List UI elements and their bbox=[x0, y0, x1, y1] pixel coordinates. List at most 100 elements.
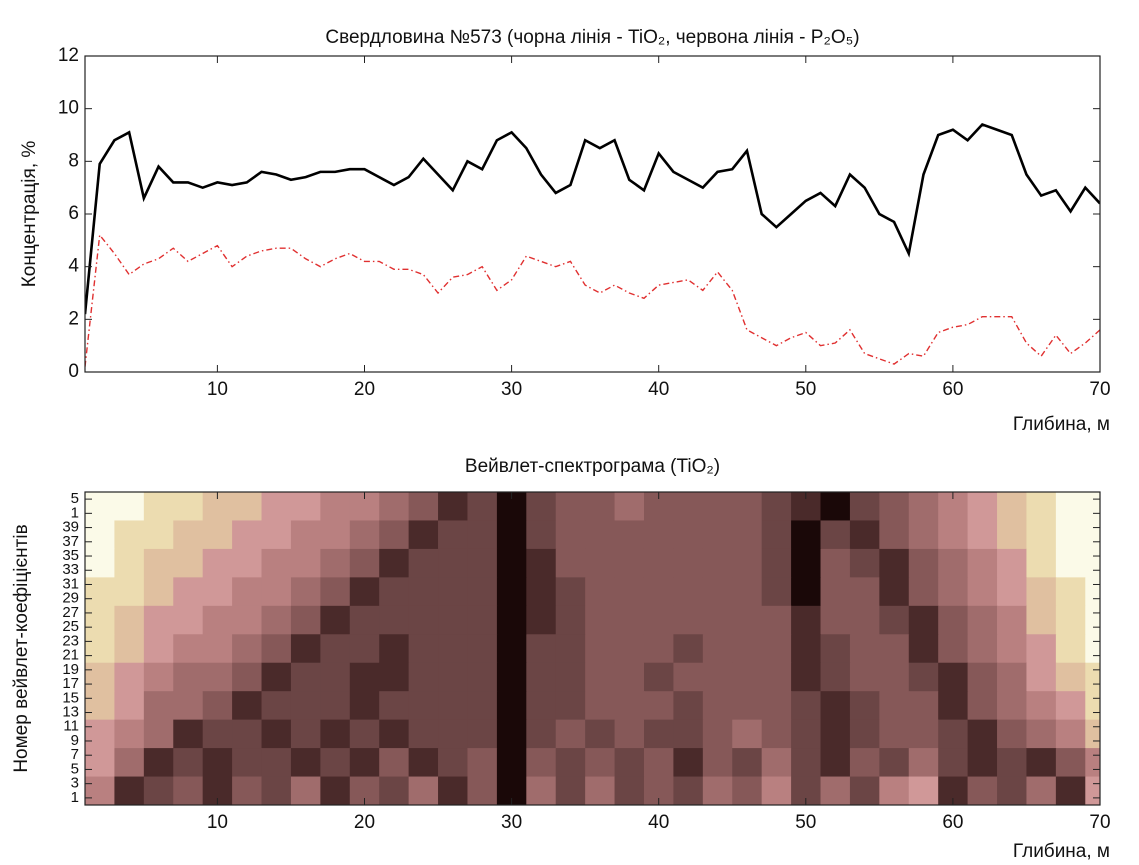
heat-cell bbox=[761, 748, 792, 778]
heat-cell bbox=[879, 748, 910, 778]
heat-cell bbox=[467, 662, 498, 692]
heat-cell bbox=[320, 691, 351, 721]
heat-cell bbox=[467, 691, 498, 721]
heat-cell bbox=[261, 520, 292, 550]
heat-cell bbox=[673, 776, 704, 805]
heat-cell bbox=[732, 520, 763, 550]
heat-cell bbox=[997, 577, 1027, 607]
heat-cell bbox=[997, 719, 1027, 749]
heat-cell bbox=[496, 520, 527, 550]
y-tick-label: 35 bbox=[62, 547, 79, 564]
x-tick-label: 70 bbox=[1089, 812, 1110, 833]
heat-cell bbox=[85, 605, 115, 635]
heat-cell bbox=[526, 662, 557, 692]
heat-cell bbox=[467, 577, 498, 607]
heat-cell bbox=[114, 662, 145, 692]
heat-cell bbox=[349, 662, 380, 692]
heat-cell bbox=[526, 776, 557, 805]
y-tick-label: 5 bbox=[71, 760, 79, 777]
heat-cell bbox=[732, 605, 763, 635]
heat-cell bbox=[438, 548, 468, 578]
heat-cell bbox=[320, 605, 351, 635]
heat-cell bbox=[761, 691, 792, 721]
heat-cell bbox=[938, 748, 969, 778]
heat-cell bbox=[261, 691, 292, 721]
heat-cell bbox=[467, 492, 498, 521]
heat-cell bbox=[938, 719, 969, 749]
heat-cell bbox=[967, 691, 998, 721]
heat-cell bbox=[85, 520, 115, 550]
heat-cell bbox=[849, 492, 880, 521]
heat-cell bbox=[702, 577, 733, 607]
heat-cell bbox=[879, 776, 910, 805]
heat-cell bbox=[438, 492, 468, 521]
heat-cell bbox=[202, 520, 233, 550]
heat-cell bbox=[85, 691, 115, 721]
heat-cell bbox=[1055, 776, 1086, 805]
x-tick-label: 20 bbox=[354, 812, 375, 833]
heat-cell bbox=[143, 634, 174, 664]
heat-cell bbox=[732, 634, 763, 664]
heat-cell bbox=[526, 520, 557, 550]
heat-cell bbox=[643, 520, 674, 550]
heat-cell bbox=[290, 719, 321, 749]
heat-cell bbox=[232, 520, 263, 550]
heat-cell bbox=[143, 748, 174, 778]
y-tick-label: 7 bbox=[71, 746, 79, 763]
heat-cell bbox=[938, 520, 969, 550]
heat-cell bbox=[114, 719, 145, 749]
heat-cell bbox=[526, 634, 557, 664]
heat-cell bbox=[1055, 548, 1086, 578]
heat-cell bbox=[232, 548, 263, 578]
heat-cell bbox=[879, 719, 910, 749]
y-tick-label: 1 bbox=[71, 504, 79, 521]
heat-cell bbox=[114, 605, 145, 635]
series-line bbox=[85, 233, 1100, 367]
heat-cell bbox=[379, 691, 410, 721]
y-tick-label: 33 bbox=[62, 561, 79, 578]
heat-cell bbox=[1026, 577, 1057, 607]
heat-cell bbox=[879, 492, 910, 521]
heat-cell bbox=[349, 548, 380, 578]
heat-cell bbox=[908, 719, 939, 749]
y-axis-label: Концентрація, % bbox=[19, 141, 40, 288]
heat-cell bbox=[908, 634, 939, 664]
heat-cell bbox=[849, 691, 880, 721]
x-tick-label: 60 bbox=[942, 379, 963, 400]
y-tick-label: 27 bbox=[62, 604, 79, 621]
heat-cell bbox=[791, 605, 822, 635]
heat-cell bbox=[908, 492, 939, 521]
heat-cell bbox=[320, 748, 351, 778]
heat-cell bbox=[732, 776, 763, 805]
heat-cell bbox=[320, 719, 351, 749]
heat-cell bbox=[379, 548, 410, 578]
heat-cell bbox=[673, 634, 704, 664]
heat-cell bbox=[585, 634, 616, 664]
heat-cell bbox=[1055, 492, 1086, 521]
heat-cell bbox=[614, 776, 645, 805]
heat-cell bbox=[585, 577, 616, 607]
heat-cell bbox=[761, 520, 792, 550]
heat-cell bbox=[173, 776, 204, 805]
heat-cell bbox=[938, 605, 969, 635]
heat-cell bbox=[791, 719, 822, 749]
heat-cell bbox=[849, 776, 880, 805]
heat-cell bbox=[143, 691, 174, 721]
heat-cell bbox=[673, 520, 704, 550]
x-tick-label: 70 bbox=[1089, 379, 1110, 400]
heat-cell bbox=[143, 520, 174, 550]
heat-cell bbox=[438, 605, 468, 635]
heat-cell bbox=[908, 748, 939, 778]
heat-cell bbox=[967, 492, 998, 521]
heat-cell bbox=[673, 719, 704, 749]
heat-cell bbox=[997, 662, 1027, 692]
heat-cell bbox=[173, 577, 204, 607]
heat-cell bbox=[908, 662, 939, 692]
heat-cell bbox=[496, 748, 527, 778]
heat-cell bbox=[1026, 492, 1057, 521]
heat-cell bbox=[349, 691, 380, 721]
heat-cell bbox=[173, 634, 204, 664]
heat-cell bbox=[1026, 605, 1057, 635]
y-tick-label: 11 bbox=[63, 718, 79, 735]
heat-cell bbox=[673, 662, 704, 692]
